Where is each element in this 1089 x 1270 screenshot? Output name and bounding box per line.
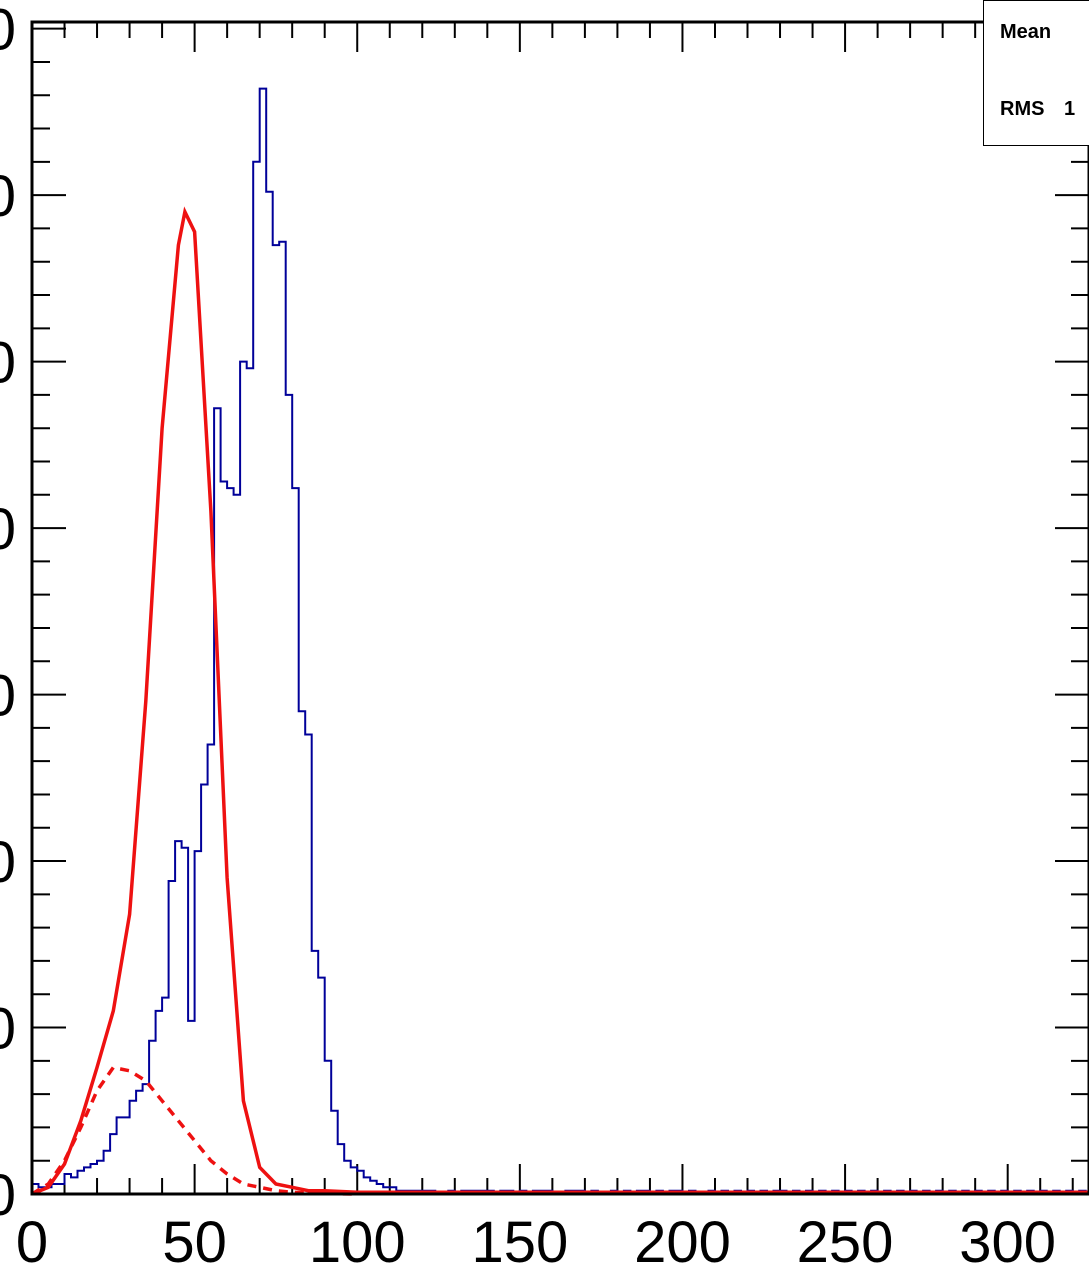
y-tick-label: 0 xyxy=(0,664,16,729)
y-tick-label: 0 xyxy=(0,331,16,396)
y-tick-label: 0 xyxy=(0,0,16,63)
x-tick-label: 50 xyxy=(162,1210,227,1270)
x-tick-label: 200 xyxy=(634,1210,731,1270)
plot-frame xyxy=(30,20,1089,1196)
tick-marks xyxy=(31,22,1089,1195)
rms-value: 1 xyxy=(1064,98,1076,120)
y-tick-label: 0 xyxy=(0,164,16,229)
histogram-series xyxy=(31,87,1089,1195)
y-tick-label: 0 xyxy=(0,497,16,562)
rms-label: RMS xyxy=(1000,98,1045,120)
fit-curve xyxy=(31,206,1089,1196)
x-tick-labels: 0 50 100 150 200 250 300 xyxy=(16,1210,1056,1270)
mean-label: Mean xyxy=(1000,21,1052,43)
x-tick-label: 250 xyxy=(797,1210,894,1270)
y-tick-label: 0 xyxy=(0,830,16,895)
x-tick-label: 0 xyxy=(16,1210,48,1270)
stats-box: Mean RMS 1 xyxy=(983,0,1089,146)
x-tick-label: 300 xyxy=(959,1210,1056,1270)
x-tick-label: 150 xyxy=(471,1210,568,1270)
x-tick-label: 100 xyxy=(309,1210,406,1270)
y-tick-labels: 0 0 0 0 0 0 0 0 xyxy=(0,0,16,1228)
y-tick-label: 0 xyxy=(0,997,16,1062)
y-tick-label: 0 xyxy=(0,1163,16,1228)
